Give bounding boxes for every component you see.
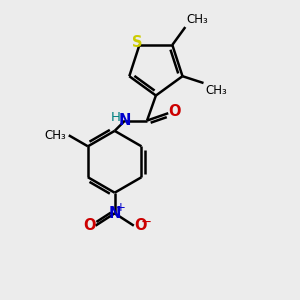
Text: O: O — [83, 218, 95, 233]
Text: +: + — [116, 201, 126, 214]
Text: S: S — [132, 35, 142, 50]
Text: CH₃: CH₃ — [187, 13, 208, 26]
Text: CH₃: CH₃ — [45, 129, 66, 142]
Text: CH₃: CH₃ — [205, 85, 227, 98]
Text: O: O — [134, 218, 146, 233]
Text: N: N — [109, 206, 121, 221]
Text: −: − — [141, 216, 152, 229]
Text: H: H — [111, 110, 121, 124]
Text: N: N — [119, 113, 131, 128]
Text: O: O — [169, 104, 181, 119]
